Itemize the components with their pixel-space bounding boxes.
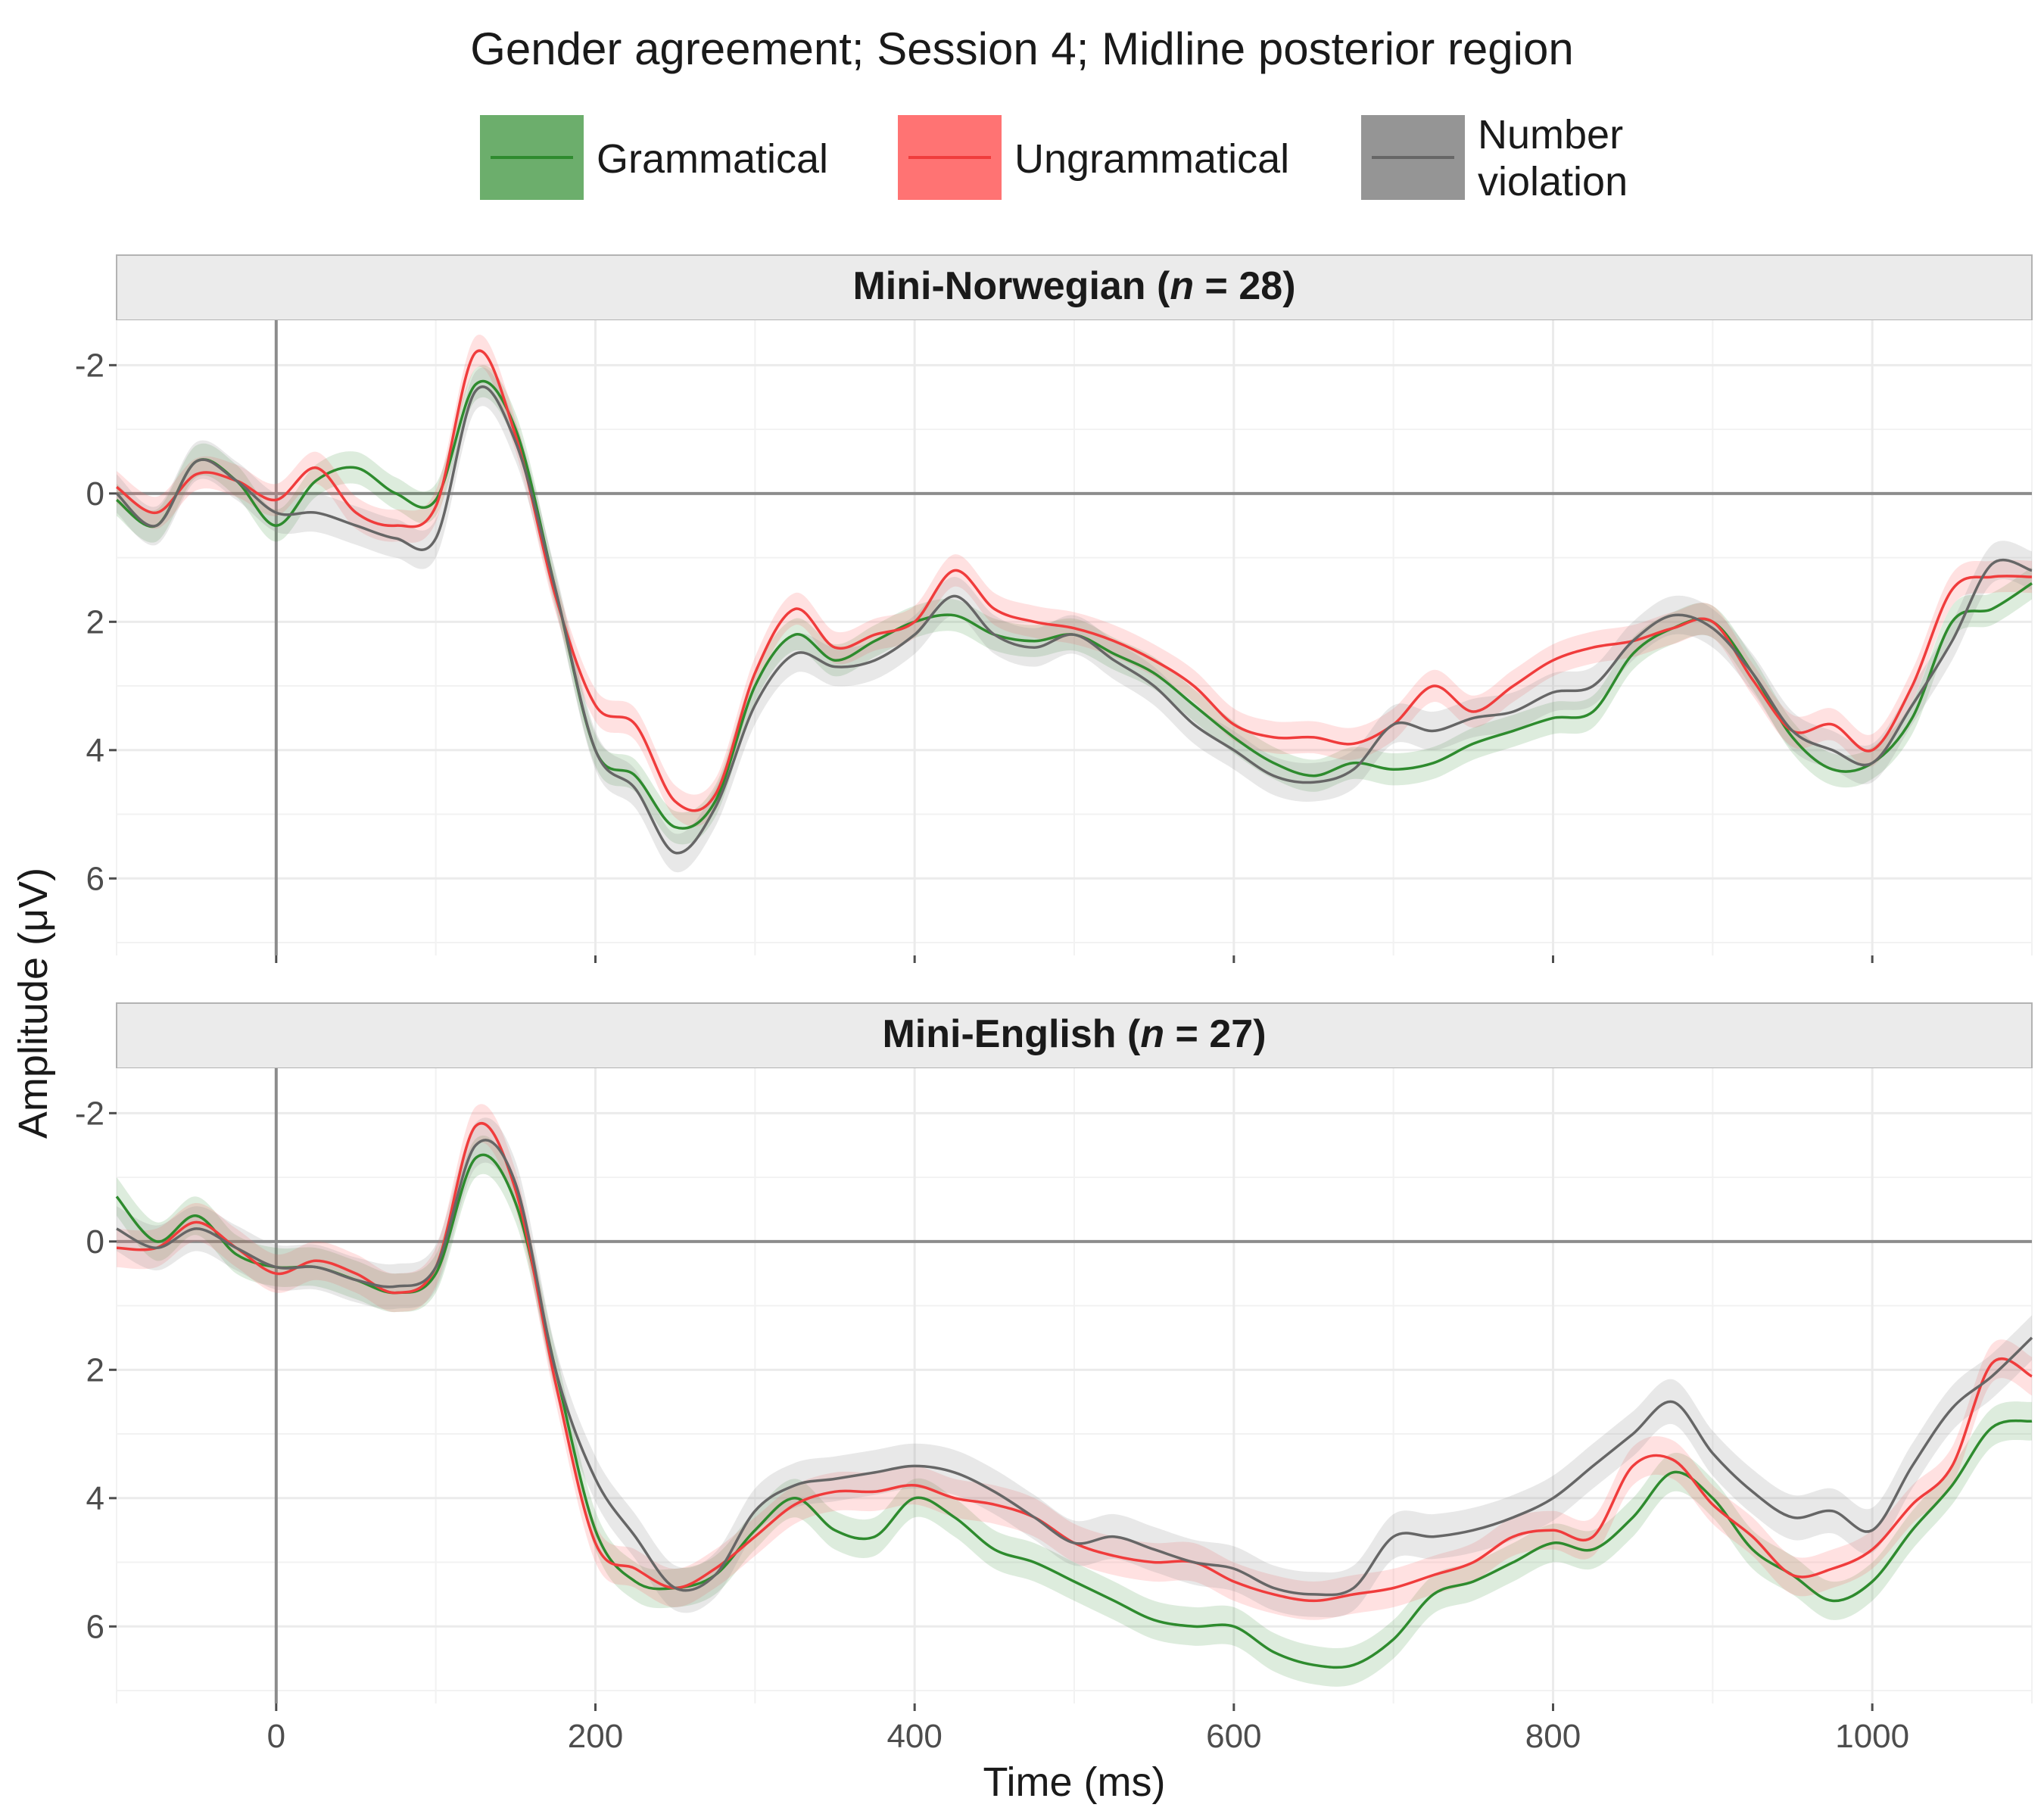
series-line-ungrammatical <box>115 349 2033 812</box>
ribbon-number <box>117 1117 2032 1618</box>
strip-mini-norwegian <box>116 254 2033 321</box>
plot-area-mini-norwegian: -2 0 2 4 6 <box>75 320 2033 963</box>
y-tick-label: -2 <box>75 347 104 384</box>
strip-n: n <box>1140 1012 1164 1056</box>
y-tick-label: 2 <box>86 1351 104 1388</box>
y-tick-label: 0 <box>86 475 104 513</box>
y-tick-label: 2 <box>86 603 104 640</box>
strip-n: n <box>1170 264 1194 308</box>
legend-label-grammatical: Grammatical <box>597 136 828 182</box>
strip-prefix: Mini-English ( <box>882 1012 1141 1056</box>
series-line-number <box>116 1139 2033 1597</box>
ribbon-grammatical <box>117 365 2032 845</box>
x-tick-label: 800 <box>1525 1718 1581 1755</box>
y-tick-label: -2 <box>75 1095 104 1132</box>
x-tick-label: 0 <box>267 1718 285 1755</box>
strip-mini-english <box>116 1002 2033 1069</box>
series-line-grammatical <box>115 1153 2033 1669</box>
x-tick-label: 600 <box>1206 1718 1261 1755</box>
ribbon-number <box>117 367 2032 873</box>
legend-label-number-violation: Number <box>1478 112 1623 157</box>
strip-label-mini-english: Mini-English (n = 27) <box>882 1012 1266 1056</box>
y-tick-label: 4 <box>86 732 104 769</box>
y-tick-label: 4 <box>86 1480 104 1517</box>
series-line-number <box>115 385 2033 855</box>
x-axis: 0 200 400 600 800 1000 <box>267 1718 1910 1755</box>
strip-suffix: = 27) <box>1164 1012 1266 1056</box>
x-axis-label: Time (ms) <box>983 1759 1166 1805</box>
panel-mini-english: Mini-English (n = 27) -2 0 2 4 6 <box>75 1002 2033 1711</box>
chart-title: Gender agreement; Session 4; Midline pos… <box>470 23 1573 74</box>
y-tick-label: 6 <box>86 1608 104 1645</box>
x-tick-label: 400 <box>886 1718 942 1755</box>
ribbon-grammatical <box>117 1135 2032 1687</box>
panel-mini-norwegian: Mini-Norwegian (n = 28) -2 0 2 4 6 <box>75 254 2033 963</box>
y-tick-label: 0 <box>86 1223 104 1261</box>
y-tick-label: 6 <box>86 860 104 897</box>
strip-suffix: = 28) <box>1194 264 1295 308</box>
legend: Grammatical Ungrammatical Number violati… <box>480 112 1628 204</box>
plot-area-mini-english: -2 0 2 4 6 <box>75 1068 2033 1711</box>
y-axis-label: Amplitude (μV) <box>11 868 56 1139</box>
x-tick-label: 200 <box>568 1718 623 1755</box>
x-tick-label: 1000 <box>1835 1718 1909 1755</box>
strip-prefix: Mini-Norwegian ( <box>852 264 1170 308</box>
ribbon-ungrammatical <box>117 1104 2032 1620</box>
legend-label-number-violation-line2: violation <box>1478 159 1628 204</box>
strip-label-mini-norwegian: Mini-Norwegian (n = 28) <box>852 264 1295 308</box>
legend-label-ungrammatical: Ungrammatical <box>1014 136 1289 182</box>
